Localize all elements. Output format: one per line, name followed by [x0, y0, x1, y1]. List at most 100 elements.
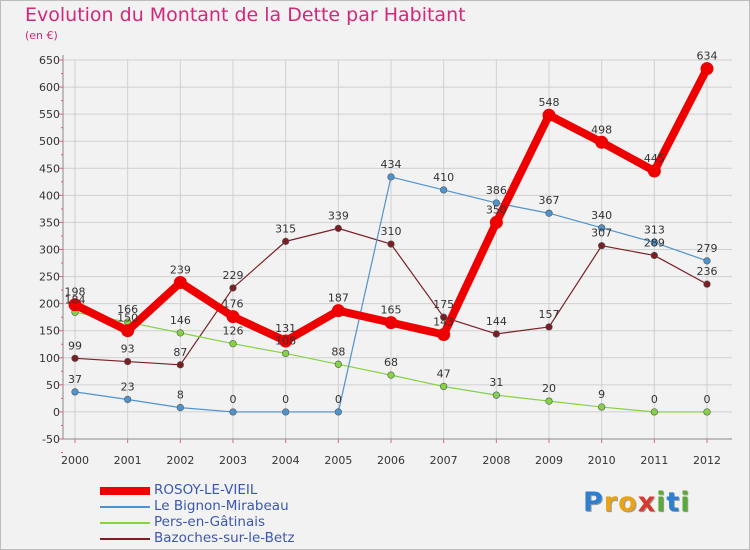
data-label: 410: [433, 171, 454, 184]
data-point: [703, 280, 711, 288]
x-tick-label: 2003: [219, 454, 247, 467]
legend-item: ROSOY-LE-VIEIL: [100, 482, 360, 499]
data-point: [647, 164, 661, 178]
data-label: 498: [591, 123, 612, 136]
data-label: 68: [384, 356, 398, 369]
data-label: 144: [486, 315, 507, 328]
y-tick-label: 650: [39, 54, 60, 67]
logo-letter: o: [618, 487, 638, 518]
data-label: 239: [170, 264, 191, 277]
data-point: [440, 186, 448, 194]
data-point: [650, 238, 658, 247]
logo-letter: i: [680, 487, 691, 518]
data-label: 0: [282, 393, 289, 406]
data-label: 146: [170, 314, 191, 327]
data-point: [598, 224, 606, 232]
data-label: 548: [539, 96, 560, 109]
data-point: [282, 349, 290, 358]
data-point: [545, 323, 553, 331]
data-point: [542, 108, 556, 122]
data-label: 176: [223, 298, 244, 311]
data-point: [176, 329, 184, 337]
legend-swatch: [100, 506, 150, 508]
data-label: 99: [68, 339, 82, 352]
data-point: [173, 276, 187, 290]
x-tick-label: 2012: [693, 454, 721, 467]
data-point: [440, 313, 448, 321]
legend-label: Bazoches-sur-le-Betz: [154, 530, 295, 546]
chart-subtitle: (en €): [25, 29, 58, 42]
data-point: [700, 62, 714, 76]
y-tick-label: 250: [39, 271, 60, 284]
legend-item: Bazoches-sur-le-Betz: [100, 530, 360, 547]
data-label: 0: [230, 393, 237, 406]
y-tick-label: -50: [42, 433, 60, 446]
y-tick-label: 200: [39, 298, 60, 311]
data-label: 47: [437, 367, 451, 380]
data-point: [387, 371, 395, 379]
data-point: [387, 173, 395, 181]
logo-letter: t: [666, 487, 681, 518]
data-point: [492, 199, 500, 207]
data-label: 184: [65, 293, 86, 306]
data-point: [650, 408, 658, 416]
data-label: 313: [644, 223, 665, 236]
data-label: 23: [121, 380, 135, 393]
x-tick-label: 2010: [588, 454, 616, 467]
data-point: [282, 408, 290, 416]
data-point: [489, 215, 503, 229]
data-label: 150: [117, 312, 138, 325]
chart-title: Evolution du Montant de la Dette par Hab…: [25, 4, 466, 26]
data-label: 37: [68, 373, 82, 386]
x-tick-label: 2000: [61, 454, 89, 467]
data-point: [437, 328, 451, 342]
data-point: [598, 403, 606, 411]
logo-letter: i: [656, 487, 667, 518]
y-tick-label: 600: [39, 81, 60, 94]
data-point: [331, 304, 345, 318]
data-label: 236: [697, 265, 718, 278]
data-point: [334, 224, 342, 232]
y-tick-label: 550: [39, 108, 60, 121]
data-label: 166: [117, 303, 138, 316]
data-point: [545, 397, 553, 405]
data-label: 307: [591, 227, 612, 240]
data-label: 175: [433, 298, 454, 311]
data-label: 157: [539, 308, 560, 321]
logo-letter: x: [637, 487, 657, 518]
x-tick-label: 2002: [166, 454, 194, 467]
data-point: [229, 340, 237, 348]
data-label: 0: [651, 393, 658, 406]
data-label: 367: [539, 194, 560, 207]
data-point: [226, 310, 240, 324]
data-label: 198: [65, 286, 86, 299]
data-label: 289: [644, 236, 665, 249]
x-tick-label: 2007: [430, 454, 458, 467]
data-label: 386: [486, 184, 507, 197]
data-point: [650, 251, 658, 260]
data-point: [440, 382, 448, 391]
data-point: [282, 237, 290, 245]
y-tick-label: 150: [39, 325, 60, 338]
data-point: [492, 330, 500, 338]
data-label: 87: [173, 346, 187, 359]
data-label: 434: [381, 158, 402, 171]
data-point: [492, 391, 500, 399]
data-label: 229: [223, 269, 244, 282]
data-point: [279, 334, 293, 348]
y-tick-label: 50: [46, 379, 60, 392]
data-label: 0: [704, 393, 711, 406]
y-tick-label: 350: [39, 216, 60, 229]
data-point: [545, 209, 553, 217]
data-point: [334, 360, 342, 368]
data-label: 310: [381, 225, 402, 238]
data-label: 445: [644, 152, 665, 165]
legend-swatch: [100, 522, 150, 524]
proxiti-logo: Proxiti: [583, 487, 691, 518]
data-label: 165: [381, 304, 402, 317]
x-tick-label: 2004: [272, 454, 300, 467]
data-label: 88: [331, 345, 345, 358]
y-tick-label: 400: [39, 189, 60, 202]
data-label: 8: [177, 389, 184, 402]
